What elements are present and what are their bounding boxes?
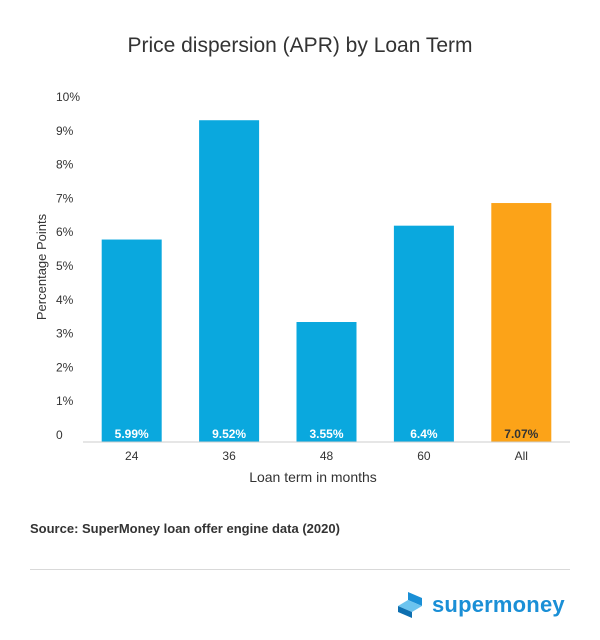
y-tick-label: 10% [56, 90, 80, 104]
data-label: 3.55% [309, 427, 343, 441]
y-axis-ticks: 0 1% 2% 3% 4% 5% 6% 7% 8% 9% 10% [56, 90, 80, 442]
x-axis-label: Loan term in months [249, 469, 377, 485]
data-label: 6.4% [410, 427, 438, 441]
data-label: 5.99% [115, 427, 149, 441]
y-tick-label: 8% [56, 158, 74, 172]
x-axis-ticks: 24 36 48 60 All [125, 449, 528, 463]
y-tick-label: 3% [56, 327, 74, 341]
y-tick-label: 6% [56, 225, 74, 239]
brand-name: supermoney [432, 592, 565, 617]
divider [30, 569, 570, 570]
source-note: Source: SuperMoney loan offer engine dat… [30, 521, 340, 536]
supermoney-logo-icon [398, 592, 422, 618]
y-tick-label: 0 [56, 428, 63, 442]
x-tick-label: 24 [125, 449, 139, 463]
bar-24 [101, 239, 162, 442]
bar-36 [199, 120, 260, 442]
x-tick-label: 48 [320, 449, 334, 463]
y-tick-label: 7% [56, 191, 74, 205]
data-label: 9.52% [212, 427, 246, 441]
x-tick-label: 60 [417, 449, 431, 463]
bars: 5.99% 9.52% 3.55% 6.4% 7.07% [101, 120, 552, 442]
chart-title: Price dispersion (APR) by Loan Term [127, 34, 473, 57]
y-tick-label: 9% [56, 124, 74, 138]
y-tick-label: 2% [56, 360, 74, 374]
bar-60 [393, 225, 454, 442]
y-tick-label: 5% [56, 259, 74, 273]
x-tick-label: All [515, 449, 528, 463]
x-tick-label: 36 [222, 449, 236, 463]
bar-all [491, 203, 552, 442]
y-tick-label: 4% [56, 293, 74, 307]
bar-48 [296, 322, 357, 442]
y-axis-label: Percentage Points [34, 213, 49, 320]
brand-logo[interactable]: supermoney [396, 590, 565, 620]
data-label: 7.07% [504, 427, 538, 441]
y-tick-label: 1% [56, 394, 74, 408]
